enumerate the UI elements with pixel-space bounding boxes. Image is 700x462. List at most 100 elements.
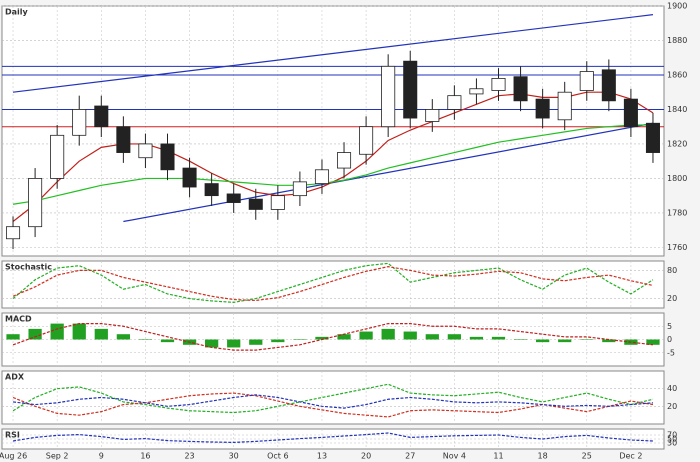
y-tick-label: 80 bbox=[667, 266, 677, 275]
x-tick-label: Sep 2 bbox=[46, 452, 69, 461]
candle-body bbox=[403, 60, 418, 119]
candle-body bbox=[138, 143, 153, 159]
x-tick-label: 9 bbox=[99, 452, 104, 461]
panel-title: MACD bbox=[5, 315, 32, 324]
histogram-bar bbox=[359, 331, 373, 340]
histogram-bar bbox=[602, 339, 616, 343]
candle-body bbox=[623, 98, 638, 128]
x-tick-label: 23 bbox=[184, 452, 194, 461]
y-tick-label: 1900 bbox=[667, 2, 687, 11]
candle-body bbox=[491, 78, 506, 91]
y-tick-label: 1880 bbox=[667, 36, 687, 45]
series-line bbox=[12, 383, 654, 414]
candle-body bbox=[579, 71, 594, 91]
histogram-bar bbox=[513, 339, 528, 340]
x-tick-label: Dec 2 bbox=[619, 452, 642, 461]
panel bbox=[1, 260, 665, 309]
candle-body bbox=[226, 193, 241, 203]
candle-body bbox=[513, 76, 528, 102]
x-tick-label: Oct 6 bbox=[267, 452, 288, 461]
histogram-bar bbox=[425, 334, 439, 340]
candle-body bbox=[425, 109, 440, 122]
series-line bbox=[12, 323, 654, 351]
x-tick-label: 30 bbox=[229, 452, 239, 461]
candle-body bbox=[469, 88, 484, 95]
histogram-bar bbox=[536, 339, 550, 343]
histogram-bar bbox=[315, 336, 329, 340]
histogram-bar bbox=[271, 339, 285, 343]
y-tick-label: -5 bbox=[667, 348, 675, 357]
x-tick-label: 13 bbox=[317, 452, 327, 461]
y-tick-label: 1820 bbox=[667, 139, 687, 148]
candle-body bbox=[535, 98, 550, 119]
y-tick-label: 20 bbox=[667, 402, 677, 411]
candle-body bbox=[645, 122, 660, 153]
candle-body bbox=[314, 169, 329, 184]
x-tick-label: Nov 4 bbox=[443, 452, 466, 461]
series-line bbox=[12, 262, 654, 303]
y-tick-label: 1800 bbox=[667, 174, 687, 183]
histogram-bar bbox=[205, 339, 219, 348]
y-tick-label: 5 bbox=[667, 322, 672, 331]
histogram-bar bbox=[160, 339, 175, 343]
candle-body bbox=[50, 134, 65, 179]
series-line bbox=[12, 266, 654, 302]
histogram-bar bbox=[381, 328, 395, 340]
histogram-bar bbox=[227, 339, 241, 348]
candle-body bbox=[248, 198, 263, 210]
histogram-bar bbox=[72, 323, 86, 340]
panel bbox=[1, 312, 665, 367]
histogram-bar bbox=[403, 331, 417, 340]
histogram-bar bbox=[116, 334, 130, 340]
trend-line bbox=[12, 14, 654, 93]
series-line bbox=[12, 394, 654, 409]
y-tick-label: 70 bbox=[667, 431, 677, 440]
panel-title: ADX bbox=[5, 373, 25, 382]
series-line bbox=[12, 124, 653, 205]
x-tick-label: 11 bbox=[493, 452, 503, 461]
histogram-bar bbox=[491, 336, 506, 340]
y-tick-label: 1840 bbox=[667, 105, 687, 114]
candle-body bbox=[28, 178, 43, 228]
candle-body bbox=[359, 126, 374, 155]
histogram-bar bbox=[293, 339, 307, 340]
candle-body bbox=[116, 126, 131, 153]
y-tick-label: 1860 bbox=[667, 70, 687, 79]
panel-title: RSI bbox=[5, 431, 20, 440]
histogram-bar bbox=[94, 328, 108, 340]
candle-body bbox=[337, 152, 352, 169]
histogram-bar bbox=[50, 323, 64, 340]
candle-body bbox=[6, 226, 21, 240]
x-tick-label: 18 bbox=[538, 452, 548, 461]
candle-body bbox=[94, 105, 109, 128]
y-tick-label: 50 bbox=[667, 435, 677, 444]
histogram-bar bbox=[6, 334, 20, 340]
y-tick-label: 20 bbox=[667, 294, 677, 303]
histogram-bar bbox=[337, 334, 351, 340]
candle-body bbox=[270, 195, 285, 210]
histogram-bar bbox=[580, 339, 594, 340]
y-tick-label: 30 bbox=[667, 439, 677, 448]
candle-body bbox=[381, 65, 396, 128]
y-tick-label: 1780 bbox=[667, 208, 687, 217]
y-tick-label: 1760 bbox=[667, 243, 687, 252]
histogram-bar bbox=[249, 339, 263, 345]
panel-title: Stochastic bbox=[5, 263, 52, 272]
panel bbox=[1, 5, 665, 257]
candle-body bbox=[557, 91, 572, 121]
x-tick-label: 20 bbox=[361, 452, 371, 461]
series-line bbox=[12, 432, 653, 444]
y-tick-label: 0 bbox=[667, 335, 672, 344]
histogram-bar bbox=[28, 328, 42, 340]
x-tick-label: Aug 26 bbox=[0, 452, 27, 461]
candle-body bbox=[292, 181, 307, 197]
y-tick-label: 40 bbox=[667, 384, 677, 393]
histogram-bar bbox=[558, 339, 572, 343]
histogram-bar bbox=[138, 339, 153, 340]
candle-body bbox=[601, 69, 616, 102]
x-tick-label: 25 bbox=[582, 452, 592, 461]
candle-body bbox=[160, 143, 175, 171]
histogram-bar bbox=[646, 339, 660, 345]
x-tick-label: 16 bbox=[140, 452, 150, 461]
histogram-bar bbox=[469, 336, 484, 340]
